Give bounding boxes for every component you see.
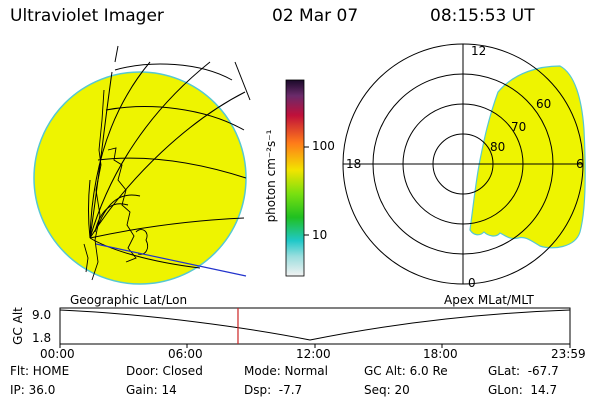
time-label-1800: 18:00 [423,347,458,361]
info-ip: IP: 36.0 [10,383,56,397]
time-ticks [59,344,571,348]
info-gain: Gain: 14 [126,383,177,397]
blue-terminator-line [95,243,247,277]
altitude-strip [59,307,571,348]
altitude-top-value: 9.0 [32,308,52,322]
colorbar [285,79,309,277]
time-label-1200: 12:00 [296,347,331,361]
observation-time: 08:15:53 UT [430,6,535,26]
info-door: Door: Closed [126,364,203,378]
polar-grid [342,43,584,285]
colorbar-units: photon cm⁻²s⁻¹ [264,129,278,223]
mlt-label-12: 12 [471,44,487,58]
mlt-label-0: 0 [468,276,476,290]
polar-panel [342,43,586,285]
altitude-plot-frame [59,307,571,345]
altitude-curve [59,309,571,341]
altitude-bottom-value: 1.8 [32,331,52,345]
apex-caption: Apex MLat/MLT [444,293,534,307]
info-glat: GLat: -67.7 [488,364,559,378]
auroral-oval [469,65,586,249]
colorbar-label-10: 10 [312,228,328,242]
mlat-label-60: 60 [536,97,552,111]
colorbar-label-100: 100 [312,139,335,153]
geographic-caption: Geographic Lat/Lon [70,293,188,307]
info-dsp: Dsp: -7.7 [244,383,303,397]
time-label-2359: 23:59 [551,347,586,361]
altitude-axis-label: GC Alt [11,307,25,345]
colorbar-scale [285,79,305,277]
instrument-title: Ultraviolet Imager [10,6,164,26]
uv-disk [33,71,247,285]
info-seq: Seq: 20 [364,383,410,397]
info-glon: GLon: 14.7 [488,383,558,397]
coastlines [83,89,149,281]
info-gc-alt: GC Alt: 6.0 Re [364,364,448,378]
mlat-label-70: 70 [511,120,527,134]
info-mode: Mode: Normal [244,364,328,378]
mlt-label-18: 18 [346,157,362,171]
info-flight: Flt: HOME [10,364,70,378]
mlat-label-80: 80 [490,140,506,154]
observation-date: 02 Mar 07 [272,6,359,26]
time-label-0000: 00:00 [40,347,75,361]
mlt-label-6: 6 [576,157,584,171]
geographic-panel [33,45,251,285]
time-label-0600: 06:00 [168,347,203,361]
